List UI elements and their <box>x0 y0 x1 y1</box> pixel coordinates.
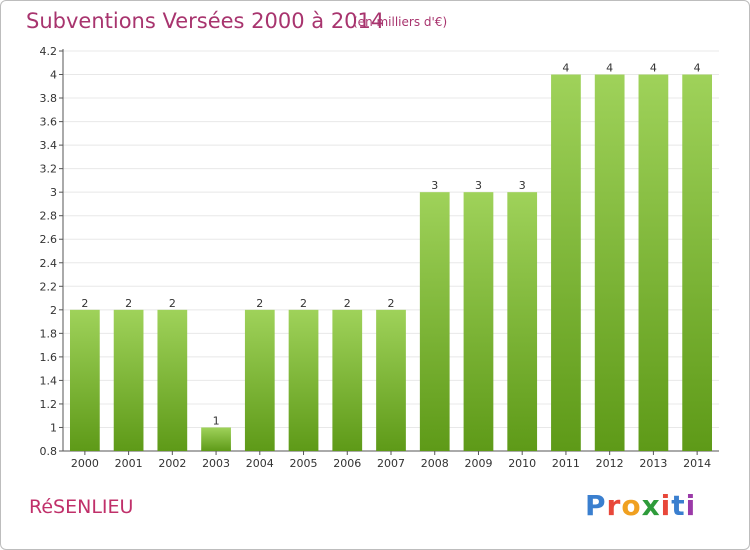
bar-2007 <box>376 309 406 451</box>
x-tick-label: 2005 <box>290 457 318 470</box>
data-label: 2 <box>388 297 395 310</box>
data-label: 4 <box>562 62 569 75</box>
y-tick-label: 3.6 <box>40 116 58 129</box>
bar-2003 <box>201 427 231 451</box>
x-tick-label: 2007 <box>377 457 405 470</box>
data-label: 3 <box>431 179 438 192</box>
bars <box>69 74 713 452</box>
data-label: 3 <box>519 179 526 192</box>
y-tick-label: 2.6 <box>40 233 58 246</box>
x-tick-label: 2003 <box>202 457 230 470</box>
y-tick-label: 2 <box>50 304 57 317</box>
y-tick-label: 1.2 <box>40 398 58 411</box>
chart-title: Subventions Versées 2000 à 2014 <box>26 9 385 33</box>
logo-letter: o <box>621 489 642 522</box>
data-label: 4 <box>606 62 613 75</box>
x-tick-label: 2011 <box>552 457 580 470</box>
y-tick-label: 2.4 <box>40 257 58 270</box>
logo-letter: r <box>606 489 622 522</box>
commune-name: RéSENLIEU <box>29 496 134 518</box>
bar-2010 <box>507 192 538 452</box>
labels: 2000 2 2001 2 2002 2 2003 1 2004 2 2005 2 2006 2 2007 2… <box>71 62 711 470</box>
data-label: 2 <box>81 297 88 310</box>
x-tick-label: 2008 <box>421 457 449 470</box>
x-tick-label: 2002 <box>158 457 186 470</box>
y-tick-label: 3.4 <box>40 139 58 152</box>
y-tick-label: 2.8 <box>40 210 58 223</box>
logo-letter: i <box>660 489 672 522</box>
bar-2013 <box>638 74 669 451</box>
data-label: 1 <box>213 414 220 427</box>
axes: 0.8 1 1.2 1.4 1.6 1.8 2 2.2 2.4 2.6 2.8 3 3.2 3.4 3.6 3… <box>40 45 719 458</box>
data-label: 2 <box>256 297 263 310</box>
bar-2002 <box>157 309 188 451</box>
x-tick-label: 2012 <box>596 457 624 470</box>
proxiti-logo: Proxiti <box>585 489 696 522</box>
data-label: 2 <box>344 297 351 310</box>
y-tick-label: 0.8 <box>40 445 58 458</box>
x-tick-label: 2004 <box>246 457 274 470</box>
x-tick-label: 2001 <box>115 457 143 470</box>
bar-2005 <box>288 309 319 451</box>
bar-2000 <box>69 309 100 451</box>
bar-2001 <box>113 309 144 451</box>
y-tick-label: 3 <box>50 186 57 199</box>
data-label: 4 <box>694 62 701 75</box>
bar-2014 <box>682 74 713 451</box>
logo-letter: P <box>585 489 607 522</box>
bar-2004 <box>244 309 275 451</box>
chart-subtitle: (en milliers d'€) <box>353 15 448 29</box>
x-tick-label: 2014 <box>683 457 711 470</box>
y-tick-label: 3.8 <box>40 92 58 105</box>
data-label: 2 <box>300 297 307 310</box>
x-tick-label: 2006 <box>333 457 361 470</box>
x-tick-label: 2000 <box>71 457 99 470</box>
bar-2012 <box>594 74 625 451</box>
x-tick-label: 2009 <box>464 457 492 470</box>
y-tick-label: 3.2 <box>40 163 58 176</box>
bar-2006 <box>332 309 363 451</box>
logo-letter: t <box>671 489 686 522</box>
data-label: 3 <box>475 179 482 192</box>
x-tick-label: 2010 <box>508 457 536 470</box>
y-tick-label: 1.8 <box>40 327 58 340</box>
y-tick-label: 4 <box>50 69 57 82</box>
logo-letter: i <box>685 489 697 522</box>
y-tick-label: 4.2 <box>40 45 58 58</box>
y-tick-label: 1.4 <box>40 374 58 387</box>
y-tick-label: 1 <box>50 421 57 434</box>
data-label: 4 <box>650 62 657 75</box>
data-label: 2 <box>125 297 132 310</box>
logo-letter: x <box>641 489 661 522</box>
y-tick-label: 2.2 <box>40 280 58 293</box>
y-tick-label: 1.6 <box>40 351 58 364</box>
x-tick-label: 2013 <box>639 457 667 470</box>
bar-2011 <box>551 74 581 451</box>
bar-2008 <box>419 192 450 452</box>
bar-2009 <box>463 192 494 452</box>
data-label: 2 <box>169 297 176 310</box>
